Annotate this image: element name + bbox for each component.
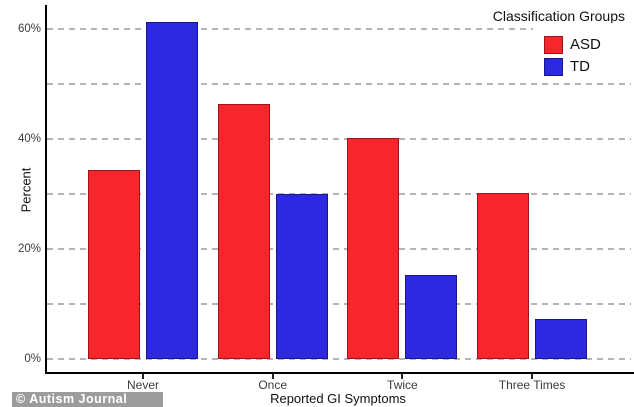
x-axis-title: Reported GI Symptoms bbox=[270, 391, 406, 406]
y-tick-label-40pct: 40% bbox=[17, 133, 41, 145]
bar-td-three-times bbox=[535, 319, 588, 359]
gridline-30pct bbox=[47, 193, 631, 195]
x-axis-line bbox=[45, 372, 634, 374]
gridline-50pct bbox=[47, 83, 631, 85]
gridline-60pct bbox=[47, 28, 631, 30]
x-tick-label-never: Never bbox=[126, 378, 160, 392]
legend: ASD TD bbox=[533, 23, 634, 80]
bar-asd-never bbox=[88, 169, 140, 359]
gridline-10pct bbox=[47, 303, 631, 305]
x-tick-once bbox=[271, 374, 274, 379]
x-tick-label-once: Once bbox=[258, 378, 288, 392]
y-tick-label-60pct: 60% bbox=[17, 23, 41, 35]
y-tick-label-0pct: 0% bbox=[24, 353, 41, 365]
legend-label-td: TD bbox=[570, 57, 590, 75]
watermark-badge: © Autism Journal bbox=[12, 392, 163, 407]
legend-item-asd: ASD bbox=[544, 35, 601, 54]
x-tick-label-twice: Twice bbox=[387, 378, 418, 392]
x-tick-label-three-times: Three Times bbox=[498, 378, 566, 392]
y-axis-line bbox=[45, 5, 47, 374]
y-axis-title: Percent bbox=[18, 167, 34, 213]
gridline-40pct bbox=[47, 138, 631, 140]
gridline-0pct bbox=[47, 358, 631, 360]
legend-title: Classification Groups bbox=[492, 8, 625, 24]
x-tick-three-times bbox=[531, 374, 534, 379]
bar-asd-once bbox=[217, 103, 270, 359]
legend-item-td: TD bbox=[544, 57, 590, 76]
x-tick-never bbox=[142, 374, 144, 379]
y-tick-label-20pct: 20% bbox=[17, 243, 41, 255]
bar-td-twice bbox=[405, 275, 458, 359]
legend-label-asd: ASD bbox=[570, 35, 601, 53]
legend-swatch-td bbox=[544, 57, 563, 76]
legend-swatch-asd bbox=[544, 35, 563, 54]
gridline-20pct bbox=[47, 248, 631, 250]
bar-asd-three-times bbox=[477, 193, 530, 359]
x-tick-twice bbox=[401, 374, 404, 379]
bar-td-once bbox=[275, 194, 328, 359]
bar-td-never bbox=[146, 21, 198, 359]
bar-asd-twice bbox=[347, 138, 400, 359]
